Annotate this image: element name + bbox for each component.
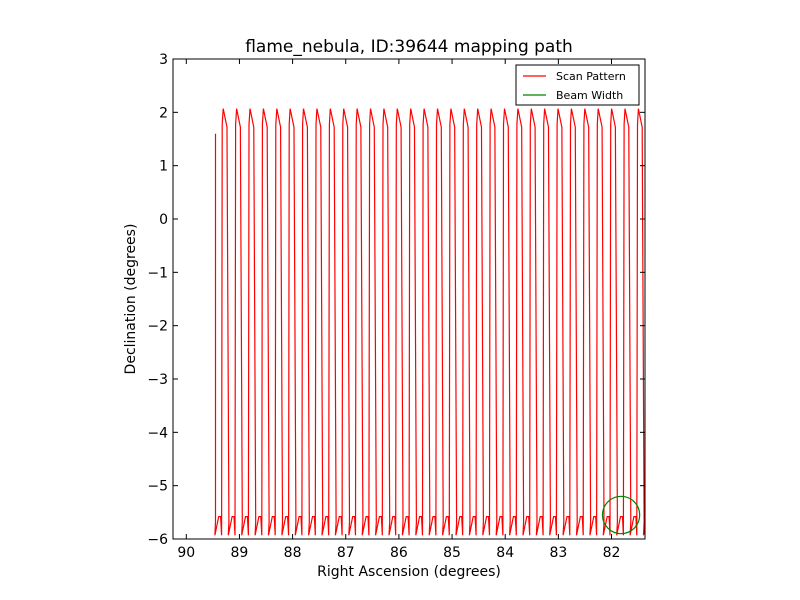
x-tick-label: 83	[549, 545, 567, 561]
scan-pattern-line	[214, 108, 645, 536]
x-tick-label: 85	[443, 545, 461, 561]
legend: Scan Pattern Beam Width	[515, 64, 640, 106]
legend-label-scan-pattern: Scan Pattern	[556, 70, 626, 83]
y-tick-label: 2	[159, 105, 168, 121]
chart-title: flame_nebula, ID:39644 mapping path	[245, 37, 573, 57]
y-tick-label: −4	[147, 425, 168, 441]
y-axis-label: Declination (degrees)	[123, 224, 139, 375]
y-tick-label: −2	[147, 319, 168, 335]
x-tick-label: 87	[337, 545, 355, 561]
y-tick-label: 1	[159, 159, 168, 175]
y-tick-label: −3	[147, 372, 168, 388]
y-tick-label: 0	[159, 212, 168, 228]
x-tick-label: 88	[284, 545, 302, 561]
x-tick-label: 89	[231, 545, 249, 561]
plot-frame	[172, 58, 646, 540]
x-tick-label: 84	[496, 545, 514, 561]
x-tick-label: 82	[603, 545, 621, 561]
x-axis-ticks: 90 89 88 87 86 85 84 83 82	[177, 59, 620, 561]
y-axis-ticks: 3 2 1 0 −1 −2 −3 −4 −5 −6	[147, 52, 645, 548]
x-tick-label: 86	[390, 545, 408, 561]
y-tick-label: −1	[147, 265, 168, 281]
y-tick-label: −5	[147, 479, 168, 495]
beam-width-circle	[601, 495, 641, 535]
legend-box	[515, 64, 640, 106]
y-tick-label: 3	[159, 52, 168, 68]
x-axis-label: Right Ascension (degrees)	[317, 564, 501, 580]
plot-content	[214, 108, 645, 536]
y-tick-label: −6	[147, 532, 168, 548]
legend-label-beam-width: Beam Width	[556, 89, 623, 102]
x-tick-label: 90	[177, 545, 195, 561]
